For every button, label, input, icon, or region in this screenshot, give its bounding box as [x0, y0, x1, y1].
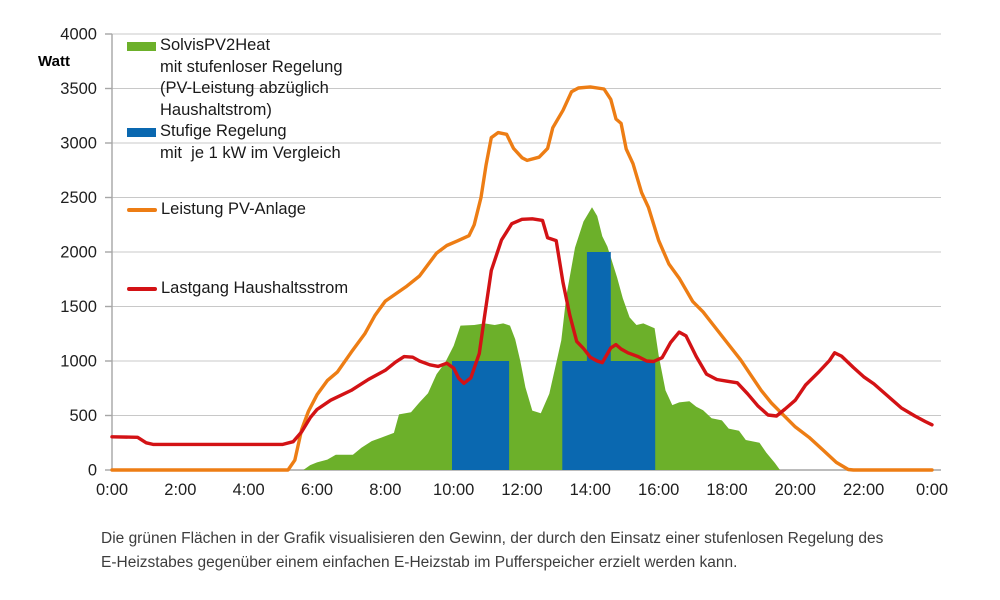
y-axis-label: 2000	[60, 244, 97, 262]
chart-plot: 0 500 1000 1500 2000 2500 3000 3500 4000 Watt 0:00…	[38, 26, 948, 500]
x-axis-label: 20:00	[775, 481, 816, 499]
x-axis-label: 14:00	[570, 481, 611, 499]
legend-item-pv-anlage: Leistung PV-Anlage	[127, 199, 306, 221]
y-axis-label: 2500	[60, 189, 97, 207]
pv-power-line	[110, 85, 934, 472]
legend-label-stufige-regelung: Stufige Regelung mit je 1 kW im Vergleic…	[160, 122, 341, 162]
y-axis-label: 1500	[60, 298, 97, 316]
caption-line-2: E-Heizstabes gegenüber einem einfachen E…	[101, 554, 738, 571]
chart-container: 0 500 1000 1500 2000 2500 3000 3500 4000 Watt 0:00…	[38, 26, 948, 500]
x-axis-label: 0:00	[916, 481, 948, 499]
blue-bar-swatch-icon	[127, 128, 156, 137]
green-area-swatch-icon	[127, 42, 156, 51]
x-axis-label: 10:00	[433, 481, 474, 499]
red-line-swatch-icon	[127, 287, 157, 291]
x-axis-label: 0:00	[96, 481, 128, 499]
legend-label-solvispv2heat: SolvisPV2Heat mit stufenloser Regelung (…	[160, 36, 343, 119]
stepped-regulation-bar	[452, 361, 510, 470]
household-load-line	[110, 217, 934, 447]
y-axis-label: 3000	[60, 135, 97, 153]
legend-label-haushaltsstrom: Lastgang Haushaltsstrom	[161, 279, 349, 297]
x-axis-label: 12:00	[501, 481, 542, 499]
solvis-gain-area	[303, 207, 780, 471]
legend-item-solvispv2heat: SolvisPV2Heat mit stufenloser Regelung (…	[127, 35, 343, 121]
x-axis-label: 22:00	[843, 481, 884, 499]
x-axis-label: 4:00	[233, 481, 265, 499]
y-axis-label: 4000	[60, 26, 97, 44]
x-axis-label: 18:00	[706, 481, 747, 499]
y-axis-label: 500	[69, 407, 97, 425]
y-axis-title: Watt	[38, 53, 70, 70]
legend-item-haushaltsstrom: Lastgang Haushaltsstrom	[127, 278, 348, 300]
caption: Die grünen Flächen in der Grafik visuali…	[101, 527, 961, 575]
legend-label-pv-anlage: Leistung PV-Anlage	[161, 200, 306, 218]
legend-item-stufige-regelung: Stufige Regelung mit je 1 kW im Vergleic…	[127, 121, 341, 164]
x-axis-label: 6:00	[301, 481, 333, 499]
y-axis-label: 3500	[60, 80, 97, 98]
y-axis-label: 0	[88, 462, 97, 480]
x-axis-label: 8:00	[369, 481, 401, 499]
caption-line-1: Die grünen Flächen in der Grafik visuali…	[101, 530, 884, 547]
y-axis-label: 1000	[60, 353, 97, 371]
x-axis-label: 16:00	[638, 481, 679, 499]
x-axis-label: 2:00	[164, 481, 196, 499]
orange-line-swatch-icon	[127, 208, 157, 212]
